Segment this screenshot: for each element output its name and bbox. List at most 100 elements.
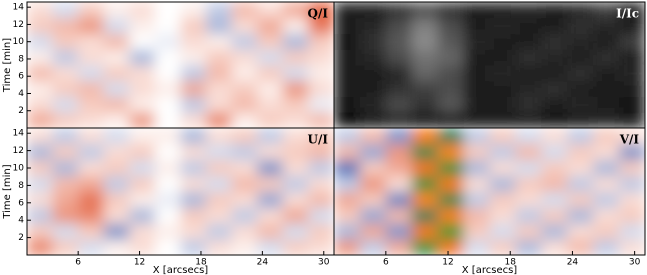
x-tick-label: 6 — [75, 258, 81, 268]
cell — [359, 17, 387, 34]
cell — [257, 207, 284, 224]
cell — [541, 128, 568, 145]
cell — [308, 143, 334, 161]
cell — [334, 112, 361, 128]
cell — [411, 96, 439, 113]
cell — [463, 191, 490, 208]
cell — [567, 207, 594, 224]
cell — [515, 80, 542, 97]
cell — [437, 191, 465, 208]
cell — [257, 49, 284, 66]
cell — [541, 17, 568, 34]
cell — [567, 159, 594, 177]
cell — [206, 175, 233, 192]
cell — [129, 128, 156, 145]
y-tick-label: 2 — [18, 106, 24, 116]
cell — [180, 175, 207, 192]
cell — [593, 17, 620, 34]
cell — [27, 49, 54, 66]
cell — [567, 175, 594, 192]
heatmap-cells — [334, 2, 645, 128]
y-tick-label: 8 — [18, 54, 24, 64]
cell — [27, 96, 54, 113]
cell — [257, 159, 284, 177]
cell — [103, 96, 130, 113]
cell — [282, 239, 309, 255]
cell — [103, 143, 130, 161]
cell — [308, 239, 334, 255]
cell — [567, 239, 594, 255]
y-tick-label: 4 — [18, 89, 24, 99]
cell — [206, 128, 233, 145]
cell — [231, 191, 258, 208]
y-tick-label: 14 — [13, 129, 25, 139]
cell — [437, 65, 465, 82]
cell — [541, 207, 568, 224]
cell — [27, 2, 54, 19]
cell — [334, 33, 361, 50]
cell — [334, 175, 361, 192]
y-tick-label: 12 — [13, 146, 24, 156]
cell — [257, 223, 284, 240]
cell — [334, 17, 361, 34]
cell — [52, 191, 79, 208]
cell — [180, 2, 207, 19]
cell — [231, 175, 258, 192]
y-tick-label: 6 — [18, 72, 24, 82]
cell — [231, 2, 258, 19]
cell — [334, 207, 361, 224]
cell — [308, 33, 334, 50]
cell — [515, 191, 542, 208]
cell — [567, 223, 594, 240]
cell — [180, 17, 207, 34]
cell — [282, 143, 309, 161]
cell — [489, 2, 516, 19]
cell — [27, 207, 54, 224]
cell — [541, 191, 568, 208]
cell — [103, 65, 130, 82]
cell — [334, 96, 361, 113]
cell — [619, 2, 645, 19]
cell — [282, 65, 309, 82]
y-tick-label: 10 — [13, 37, 25, 47]
x-tick-label: 24 — [257, 258, 269, 268]
cell — [515, 207, 542, 224]
cell — [103, 207, 130, 224]
cell — [52, 17, 79, 34]
cell — [154, 239, 181, 255]
cell — [437, 33, 465, 50]
cell — [619, 223, 645, 240]
cell — [334, 65, 361, 82]
cell — [489, 112, 516, 128]
cell — [411, 17, 439, 34]
cell — [206, 112, 233, 128]
cell — [385, 239, 413, 255]
cell — [515, 143, 542, 161]
cell — [541, 175, 568, 192]
cell — [308, 207, 334, 224]
cell — [52, 175, 79, 192]
cell — [154, 191, 181, 208]
cell — [27, 112, 54, 128]
cell — [308, 49, 334, 66]
heatmap-cells — [334, 128, 645, 255]
cell — [27, 17, 54, 34]
cell — [52, 143, 79, 161]
cell — [282, 223, 309, 240]
cell — [257, 128, 284, 145]
heatmap — [27, 2, 334, 128]
cell — [489, 191, 516, 208]
cell — [78, 191, 105, 208]
cell — [308, 128, 334, 145]
cell — [27, 33, 54, 50]
panel-label: I/Ic — [616, 7, 639, 21]
cell — [619, 128, 645, 145]
cell — [411, 143, 439, 161]
cell — [206, 143, 233, 161]
cell — [593, 96, 620, 113]
cell — [359, 112, 387, 128]
cell — [206, 191, 233, 208]
cell — [385, 49, 413, 66]
cell — [567, 112, 594, 128]
cell — [154, 207, 181, 224]
